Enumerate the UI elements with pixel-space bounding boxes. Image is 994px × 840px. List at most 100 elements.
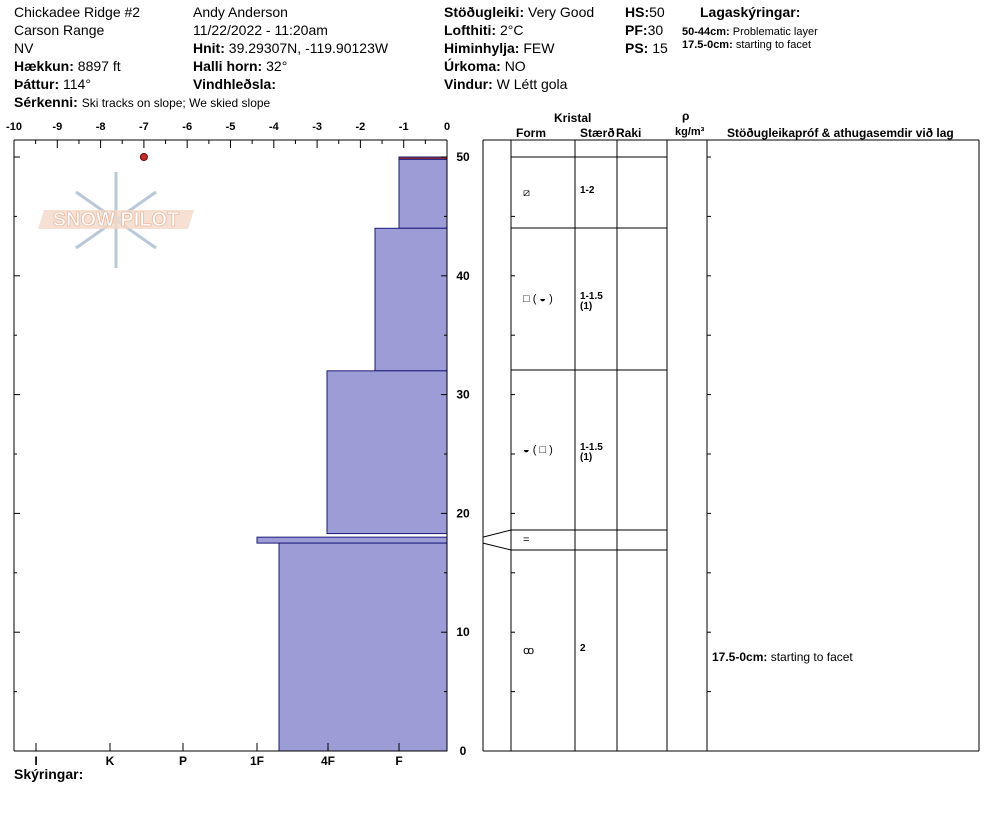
air-temp-label: Lofthiti:	[444, 22, 497, 38]
temp-tick-label: -1	[399, 121, 409, 133]
legend-1-range: 50-44cm:	[682, 26, 730, 38]
hardness-layer-2	[374, 227, 448, 372]
grain-form-icon: ◒ ( □ )	[523, 444, 553, 456]
depth-tick-label: 40	[456, 269, 470, 283]
ps-value: 15	[652, 40, 668, 56]
sky: Himinhylja: FEW	[444, 40, 554, 56]
grain-size: 1-1.5	[580, 442, 603, 453]
temp-tick-label: -7	[139, 121, 149, 133]
rho-header: ρ	[682, 109, 690, 123]
legend-title: Lagaskýringar:	[700, 4, 801, 20]
logo-text: SNOW PILOT	[53, 209, 180, 231]
temp-tick-label: -2	[356, 121, 366, 133]
temperature-point-0	[139, 153, 148, 161]
temp-tick-label: -6	[182, 121, 192, 133]
temp-tick-label: -9	[52, 121, 62, 133]
hardness-layer-3	[326, 370, 448, 535]
hardness-layer-5	[278, 542, 448, 752]
hardness-tick-label: I	[34, 754, 37, 768]
elevation-label: Hækkun:	[14, 58, 74, 74]
grain-form-icon: ꝏ	[523, 644, 535, 657]
hardness-layer-1	[398, 158, 448, 229]
features-value: Ski tracks on slope; We skied slope	[81, 96, 271, 110]
legend-1-text: Problematic layer	[732, 26, 818, 38]
wind: Vindur: W Létt gola	[444, 76, 567, 92]
legend-item-1: 50-44cm: Problematic layer	[682, 24, 818, 40]
density-header: kg/m³	[675, 126, 705, 138]
state-name: NV	[14, 40, 34, 56]
pf-value: 30	[647, 22, 664, 38]
wind-value: W Létt gola	[496, 76, 568, 92]
sky-label: Himinhylja:	[444, 40, 520, 56]
aspect-value: 114°	[63, 76, 91, 92]
depth-tick-label: 30	[456, 388, 470, 402]
wind-load: Vindhleðsla:	[193, 76, 276, 92]
hardness-tick-label: F	[395, 754, 402, 768]
grain-form-icon: □ ( ◒ )	[523, 293, 553, 305]
layer-comment: 17.5-0cm: starting to facet	[712, 649, 853, 665]
coords-label: Hnit:	[193, 40, 225, 56]
depth-tick-label: 20	[456, 506, 470, 520]
grain-size: 1-1.5	[580, 291, 603, 302]
wet-header: Raki	[616, 126, 642, 140]
temp-tick-label: -10	[6, 121, 22, 133]
elevation: Hækkun: 8897 ft	[14, 58, 121, 74]
row-connector	[482, 542, 512, 551]
logo-banner	[38, 210, 194, 229]
row-connector	[482, 529, 512, 538]
hardness-tick-label: 4F	[321, 754, 335, 768]
aspect: Þáttur: 114°	[14, 76, 91, 92]
elevation-value: 8897 ft	[77, 58, 121, 74]
ps: PS: 15	[625, 40, 668, 56]
layer-comment-text: starting to facet	[767, 649, 853, 664]
slope-value: 32°	[266, 58, 288, 74]
legend-2-range: 17.5-0cm:	[682, 39, 733, 51]
grain-size: 1-2	[580, 184, 595, 196]
wind-load-label: Vindhleðsla:	[193, 76, 276, 92]
datetime: 11/22/2022 - 11:20am	[193, 22, 328, 38]
site-name: Chickadee Ridge #2	[14, 4, 141, 20]
aspect-label: Þáttur:	[14, 76, 60, 92]
legend-item-2: 17.5-0cm: starting to facet	[682, 37, 811, 53]
stability-label: Stöðugleiki:	[444, 4, 525, 20]
grain-size: 2	[580, 642, 586, 654]
form-header: Form	[516, 126, 546, 140]
temp-tick-label: -3	[312, 121, 322, 133]
slope-label: Halli horn:	[193, 58, 263, 74]
precip-value: NO	[504, 58, 526, 74]
depth-tick-label: 0	[460, 744, 467, 758]
stability: Stöðugleiki: Very Good	[444, 4, 594, 20]
air-temp: Lofthiti: 2°C	[444, 22, 523, 38]
grain-size-secondary: (1)	[580, 301, 593, 312]
stability-value: Very Good	[528, 4, 595, 20]
range-name: Carson Range	[14, 22, 105, 38]
coords-value: 39.29307N, -119.90123W	[228, 40, 389, 56]
grain-form-icon: ⧄	[523, 186, 530, 199]
hardness-layer-4	[256, 536, 448, 544]
features-label: Sérkenni:	[14, 94, 78, 110]
pf: PF:30	[625, 22, 663, 38]
hs: HS:50	[625, 4, 665, 20]
features: Sérkenni: Ski tracks on slope; We skied …	[14, 94, 270, 111]
footer-label: Skýringar:	[14, 766, 84, 782]
precip-label: Úrkoma:	[444, 58, 501, 74]
air-temp-value: 2°C	[499, 22, 524, 38]
hardness-tick-label: P	[179, 754, 187, 768]
observer: Andy Anderson	[193, 4, 288, 20]
comments-header: Stöðugleikapróf & athugasemdir við lag	[727, 126, 954, 140]
ps-label: PS:	[625, 40, 649, 56]
grain-size-secondary: (1)	[580, 452, 593, 463]
slope: Halli horn: 32°	[193, 58, 287, 74]
temp-tick-label: -4	[269, 121, 280, 133]
layer-comment-range: 17.5-0cm:	[712, 649, 768, 664]
snowpilot-logo: SNOW PILOT	[38, 172, 194, 268]
temp-tick-label: 0	[444, 121, 450, 133]
depth-tick-label: 50	[456, 150, 470, 164]
hardness-tick-label: 1F	[250, 754, 264, 768]
size-header: Stærð	[580, 126, 615, 140]
temp-tick-label: -8	[96, 121, 106, 133]
grain-form-icon: =	[523, 534, 530, 546]
kristal-header: Kristal	[554, 111, 592, 125]
hardness-tick-label: K	[106, 754, 115, 768]
